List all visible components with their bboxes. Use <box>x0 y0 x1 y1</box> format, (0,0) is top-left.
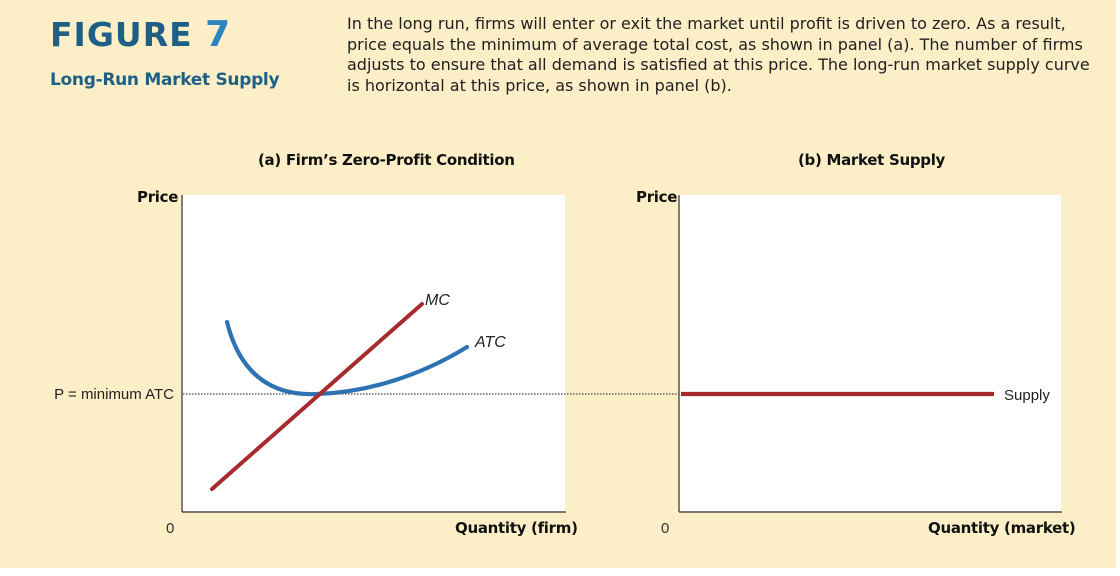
figure-label: FIGURE 7 <box>50 14 231 55</box>
panel-a-title: (a) Firm’s Zero-Profit Condition <box>258 151 515 169</box>
panel-a-origin-label: 0 <box>166 520 175 537</box>
panel-b-title: (b) Market Supply <box>798 151 946 169</box>
price-label: P = minimum ATC <box>54 386 174 403</box>
panel-b-y-axis-label: Price <box>636 188 678 206</box>
figure-caption: In the long run, firms will enter or exi… <box>347 14 1090 95</box>
panel-b-x-axis-label: Quantity (market) <box>928 519 1076 537</box>
mc-label: MC <box>425 292 450 309</box>
panel-a-y-axis-label: Price <box>137 188 179 206</box>
panel-b-plot-area <box>680 195 1061 511</box>
supply-label: Supply <box>1004 387 1050 404</box>
figure-label-word: FIGURE <box>50 15 193 54</box>
mc-curve <box>210 302 424 491</box>
atc-label: ATC <box>474 334 506 351</box>
panel-b-origin-label: 0 <box>661 520 670 537</box>
panel-a-x-axis-label: Quantity (firm) <box>455 519 578 537</box>
figure-number: 7 <box>205 14 232 55</box>
atc-curve <box>224 319 470 397</box>
figure-title: Long-Run Market Supply <box>50 70 280 90</box>
